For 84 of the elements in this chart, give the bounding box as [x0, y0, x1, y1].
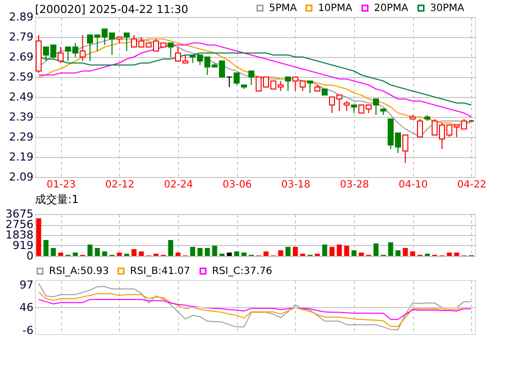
bar [234, 251, 240, 256]
y-tick-label: 97 [20, 278, 34, 292]
bar [264, 251, 268, 256]
bar [396, 250, 400, 256]
y-tick-label: 46 [20, 300, 34, 314]
chart-title: [200020] 2025-04-22 11:30 [35, 3, 188, 16]
bar [50, 248, 56, 256]
legend-label: 5PMA [269, 3, 298, 14]
bar [168, 240, 174, 256]
bar [44, 240, 48, 256]
x-tick-label: 03-06 [222, 180, 252, 190]
bar [58, 252, 64, 256]
bar [102, 251, 108, 256]
y-tick-label: -6 [22, 324, 34, 337]
legend-label: 10PMA [318, 3, 352, 14]
candlestick [226, 76, 232, 88]
candlestick [373, 98, 379, 116]
legend-label: RSI_B:41.07 [130, 266, 190, 278]
bar [344, 246, 350, 256]
y-tick-label: 0 [26, 250, 34, 262]
bar [116, 252, 122, 256]
candlestick [168, 42, 174, 58]
x-tick-label: 03-18 [281, 180, 310, 190]
x-tick-label: 02-12 [105, 180, 134, 190]
y-tick-label: 3675 [6, 208, 34, 220]
bar [330, 246, 334, 256]
candlestick [344, 100, 350, 112]
bar [446, 252, 452, 256]
bar [388, 242, 394, 256]
candlestick [234, 72, 240, 86]
bar [374, 243, 378, 256]
candlestick [417, 118, 423, 138]
y-tick-label: 2.69 [9, 50, 34, 64]
bar [138, 251, 144, 256]
candlestick [58, 46, 64, 64]
bar [36, 218, 42, 256]
y-tick-label: 2.29 [9, 130, 34, 144]
line-series [38, 298, 472, 320]
bar [198, 248, 202, 256]
bar [358, 252, 364, 256]
y-tick-label: 2.49 [9, 90, 34, 104]
y-tick-label: 2.39 [9, 110, 34, 124]
bar [132, 249, 136, 256]
x-tick-label: 03-28 [340, 180, 370, 190]
candlestick [248, 70, 254, 86]
candlestick [307, 80, 313, 94]
bar [226, 252, 232, 256]
legend-label: 20PMA [374, 3, 408, 14]
legend-label: 30PMA [430, 3, 464, 14]
x-tick-label: 04-10 [398, 180, 428, 190]
bar [212, 246, 218, 256]
bar [292, 246, 298, 256]
candlestick [285, 76, 291, 92]
y-tick-label: 2.89 [9, 10, 34, 24]
bar [190, 246, 196, 256]
bar [336, 244, 342, 256]
bar [352, 250, 356, 256]
bar [88, 244, 92, 256]
chart-title: 成交量:1 [35, 193, 79, 206]
bar [204, 248, 210, 256]
bar [278, 250, 284, 256]
y-tick-label: 2.59 [9, 70, 34, 84]
candlestick [402, 134, 408, 164]
bar [72, 252, 78, 256]
bar [454, 252, 460, 256]
legend-label: RSI_A:50.93 [49, 266, 109, 278]
y-tick-label: 2.79 [9, 30, 34, 44]
bar [176, 252, 180, 256]
bar [402, 248, 408, 256]
bar [94, 248, 100, 256]
bar [286, 246, 290, 256]
bar [410, 251, 416, 256]
y-tick-label: 919 [12, 238, 34, 252]
bar [242, 252, 246, 256]
candlestick [80, 34, 86, 62]
y-tick-label: 2.19 [9, 150, 34, 164]
candlestick [124, 32, 130, 52]
x-tick-label: 01-23 [46, 180, 76, 190]
x-tick-label: 02-24 [164, 180, 194, 190]
line-series [38, 283, 472, 330]
legend-label: RSI_C:37.76 [212, 266, 272, 278]
y-tick-label: 2.09 [9, 170, 34, 184]
x-tick-label: 04-22 [457, 180, 486, 190]
bar [322, 244, 328, 256]
